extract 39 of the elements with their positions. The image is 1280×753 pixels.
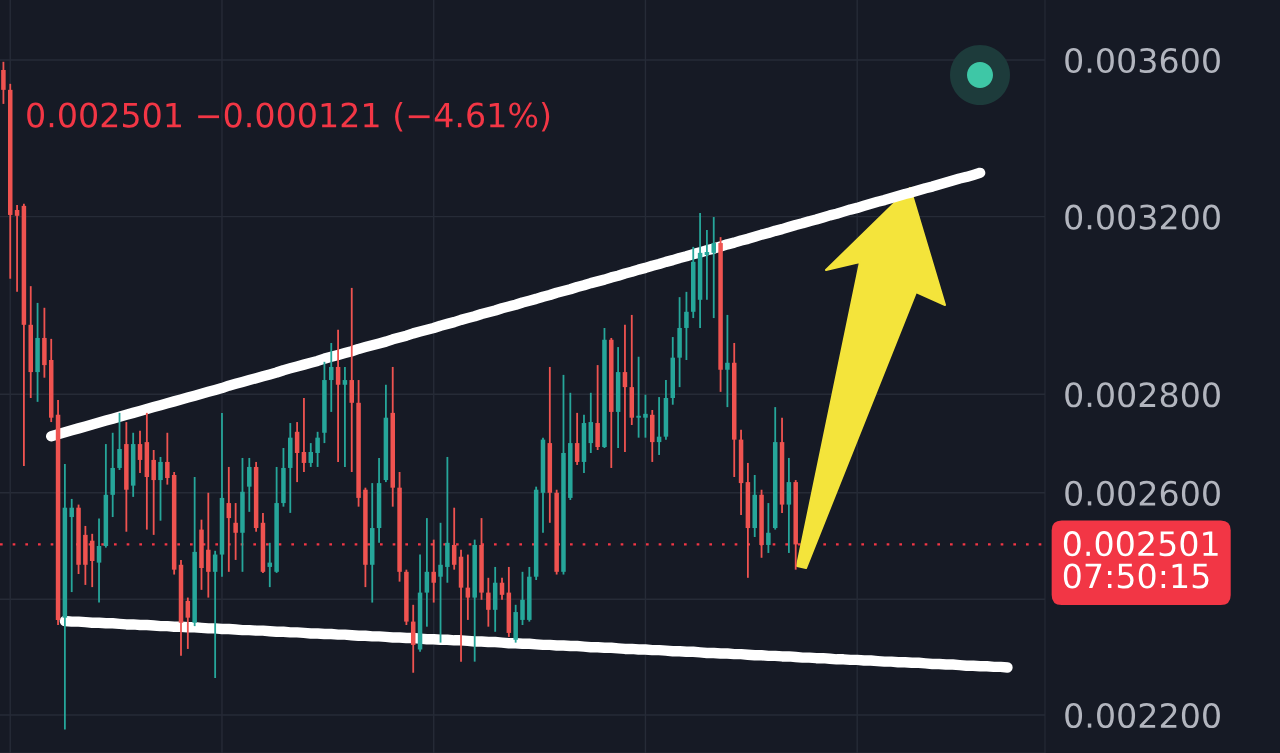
- candlestick: [431, 538, 436, 604]
- annotation: 0.002501 −0.000121 (−4.61%): [27, 101, 550, 132]
- y-tick-label: 0.002200: [1065, 702, 1220, 729]
- candlestick: [233, 502, 238, 561]
- y-tick-label: 0.002800: [1065, 382, 1220, 408]
- candlestick: [520, 570, 525, 626]
- candlestick: [643, 393, 648, 439]
- ref-line-label: 0.002501 07:50:15: [1063, 531, 1218, 589]
- candlestick: [349, 287, 354, 473]
- candlestick: [301, 397, 307, 473]
- candlestick: [636, 355, 641, 439]
- candlestick: [206, 491, 211, 599]
- candlestick: [308, 442, 314, 468]
- candlestick: [69, 498, 74, 593]
- candlestick: [786, 457, 792, 554]
- candlestick: [96, 517, 102, 604]
- candlestick: [438, 521, 443, 644]
- candlestick: [151, 449, 156, 536]
- candlestick: [451, 506, 457, 571]
- candlestick: [486, 576, 491, 628]
- candlestick: [684, 290, 689, 361]
- candlestick: [247, 457, 252, 513]
- candlestick: [1, 60, 6, 105]
- candlestick: [14, 204, 20, 293]
- candlestick: [329, 342, 334, 413]
- candlestick: [704, 229, 710, 301]
- candlestick: [725, 314, 730, 409]
- candlestick: [117, 411, 122, 471]
- y-tick-label: 0.002600: [1065, 480, 1220, 506]
- candlestick: [335, 328, 341, 463]
- candlestick: [711, 216, 716, 319]
- candlestick: [766, 502, 771, 554]
- y-tick-label: 0.003200: [1065, 204, 1220, 230]
- candlestick: [315, 430, 320, 468]
- candlestick: [165, 431, 170, 486]
- candlestick: [342, 366, 348, 468]
- candlestick: [595, 364, 600, 451]
- y-tick-label: 0.003600: [1065, 47, 1220, 74]
- candlestick: [158, 456, 163, 522]
